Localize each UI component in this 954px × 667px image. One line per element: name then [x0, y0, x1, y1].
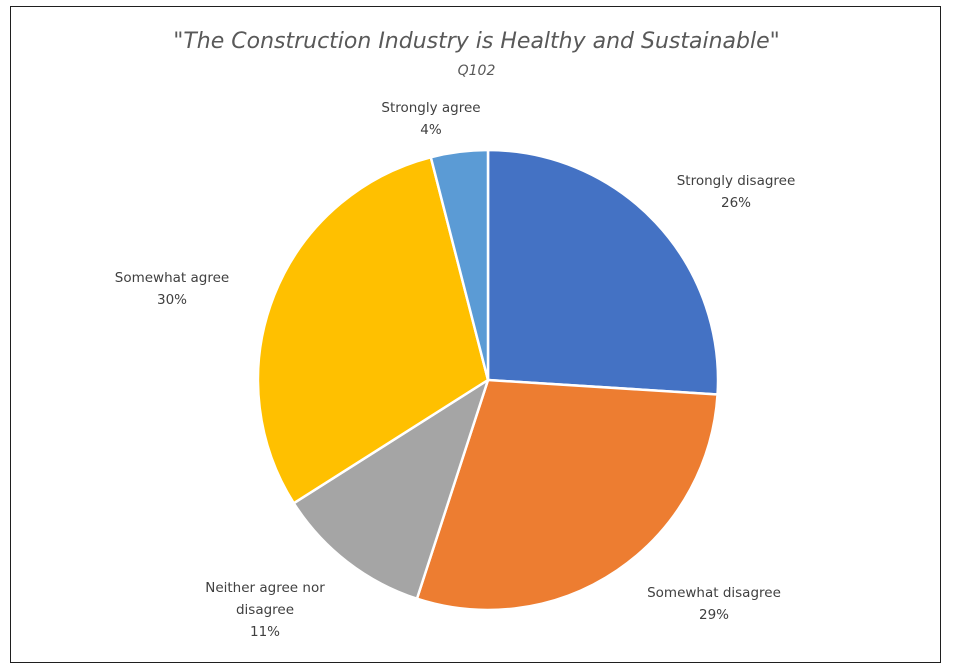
slice-data-label: Neither agree nor disagree 11%	[205, 580, 325, 640]
slice-data-label: Somewhat disagree 29%	[647, 585, 781, 623]
pie-slice	[429, 148, 490, 382]
pie-slice	[292, 378, 490, 600]
slice-data-label: Strongly disagree 26%	[677, 173, 796, 211]
slice-data-label: Somewhat agree 30%	[115, 270, 229, 308]
chart-subtitle: Q102	[457, 63, 496, 79]
slice-data-label: Strongly agree 4%	[381, 100, 480, 138]
pie-chart: Strongly disagree 26% Somewhat disagree 29%…	[115, 100, 796, 640]
pie-slice	[256, 155, 490, 505]
chart-title: "The Construction Industry is Healthy an…	[173, 29, 780, 54]
pie-slice	[415, 378, 719, 612]
chart-frame: "The Construction Industry is Healthy an…	[10, 6, 941, 663]
pie-slice	[486, 148, 720, 396]
